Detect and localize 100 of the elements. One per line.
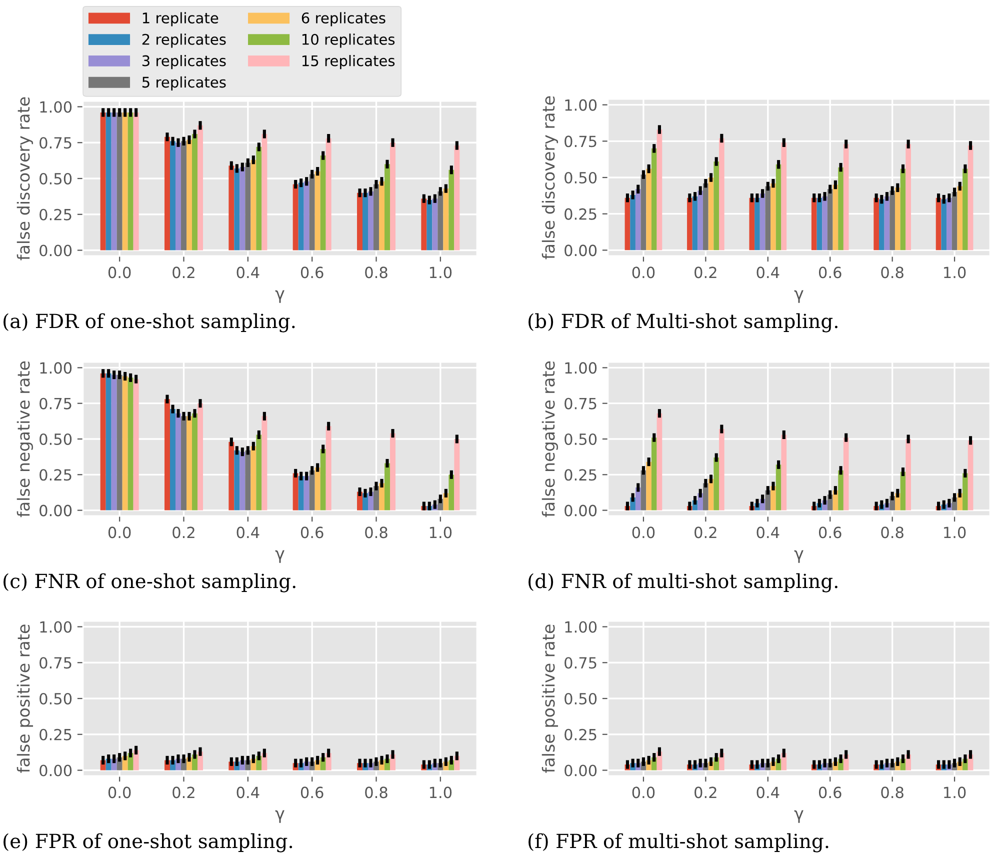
bar xyxy=(822,196,828,250)
bar xyxy=(180,416,186,510)
x-tick-label: 0.6 xyxy=(818,786,842,798)
y-tick-label: 0.50 xyxy=(564,433,597,446)
bar xyxy=(256,434,262,510)
legend-label: 6 replicates xyxy=(302,12,386,26)
bar xyxy=(894,188,900,250)
bar xyxy=(770,183,776,250)
x-tick-label: 0.8 xyxy=(881,786,904,798)
x-tick-label: 1.0 xyxy=(944,786,966,798)
bar xyxy=(170,141,176,250)
bar xyxy=(122,376,128,510)
bar xyxy=(708,178,714,250)
x-tick-label: 1.0 xyxy=(430,526,452,538)
bar xyxy=(811,198,817,250)
bar xyxy=(314,171,320,250)
bar xyxy=(106,112,112,250)
bar xyxy=(832,184,838,250)
text: (f) FPR of multi-shot sampling. xyxy=(528,833,828,852)
bar xyxy=(192,134,198,250)
bar xyxy=(687,198,692,250)
y-tick-label: 0.75 xyxy=(40,398,72,410)
bar xyxy=(651,438,657,510)
bar xyxy=(250,160,256,250)
bar xyxy=(292,184,298,250)
x-tick-label: 0.4 xyxy=(756,786,780,798)
bar xyxy=(240,167,246,250)
x-tick-label: 0.2 xyxy=(172,786,194,798)
x-tick-label: 1.0 xyxy=(944,526,966,538)
x-tick-label: 0.6 xyxy=(300,266,324,278)
bar xyxy=(111,374,117,510)
x-tick-label: 0.4 xyxy=(236,786,260,798)
bar xyxy=(228,442,234,510)
bar xyxy=(326,138,332,250)
bar xyxy=(432,198,438,250)
bar xyxy=(314,468,320,510)
x-tick-label: 0.4 xyxy=(236,266,260,278)
bar xyxy=(443,188,449,250)
bar xyxy=(170,409,176,510)
bar xyxy=(100,373,106,510)
bar xyxy=(368,191,374,250)
x-tick-label: 0.2 xyxy=(694,786,716,798)
legend-label: 15 replicates xyxy=(302,54,395,70)
bar xyxy=(128,378,134,510)
bar xyxy=(749,198,755,250)
bar xyxy=(656,413,662,510)
x-tick-label: 0.0 xyxy=(632,266,655,278)
bar xyxy=(719,429,724,510)
bar xyxy=(781,434,787,510)
bar xyxy=(968,146,974,250)
y-tick-label: 1.00 xyxy=(565,99,597,111)
y-tick-label: 0.25 xyxy=(564,728,596,740)
bar xyxy=(635,189,641,250)
y-tick-label: 0.75 xyxy=(564,136,596,148)
bar xyxy=(962,168,968,250)
x-tick-label: 0.8 xyxy=(365,526,388,538)
bar xyxy=(781,142,787,250)
bar xyxy=(640,174,646,250)
bar xyxy=(438,191,444,250)
bar xyxy=(962,473,968,510)
bar xyxy=(180,141,186,250)
x-tick-label: 1.0 xyxy=(944,266,966,278)
bar xyxy=(900,168,906,250)
bar xyxy=(309,174,315,250)
bar xyxy=(765,186,771,250)
y-tick-label: 0.50 xyxy=(40,172,72,185)
bar xyxy=(197,125,203,250)
bar xyxy=(197,403,203,510)
bar xyxy=(100,112,106,250)
y-tick-label: 0.75 xyxy=(564,657,596,669)
y-tick-label: 1.00 xyxy=(565,362,597,374)
bar xyxy=(714,162,720,250)
bar xyxy=(776,164,782,250)
x-axis-title: γ xyxy=(275,550,284,563)
bar xyxy=(946,198,952,250)
x-axis-title: γ xyxy=(794,290,804,303)
legend-label: 5 replicates xyxy=(142,76,226,91)
bar xyxy=(164,399,170,510)
bar xyxy=(192,413,198,510)
bar xyxy=(384,463,390,510)
x-tick-label: 0.6 xyxy=(818,266,842,278)
bar xyxy=(941,199,947,250)
bar xyxy=(122,112,128,250)
y-tick-label: 0.25 xyxy=(564,469,596,481)
bar xyxy=(175,413,181,510)
bar xyxy=(379,181,385,250)
bar xyxy=(714,458,720,510)
y-tick-label: 0.00 xyxy=(40,244,72,256)
x-tick-label: 0.6 xyxy=(818,526,842,538)
y-axis-title: false positive rate xyxy=(16,624,34,773)
bar xyxy=(234,168,240,250)
y-axis-title: false positive rate xyxy=(542,624,558,773)
bar xyxy=(630,194,636,250)
y-tick-label: 0.00 xyxy=(564,764,597,776)
x-tick-label: 0.0 xyxy=(108,266,131,278)
bar xyxy=(175,142,181,250)
y-axis-title: false negative rate xyxy=(542,361,558,518)
x-tick-label: 0.6 xyxy=(300,526,324,538)
x-axis-title: γ xyxy=(275,810,284,823)
bar xyxy=(448,170,454,250)
